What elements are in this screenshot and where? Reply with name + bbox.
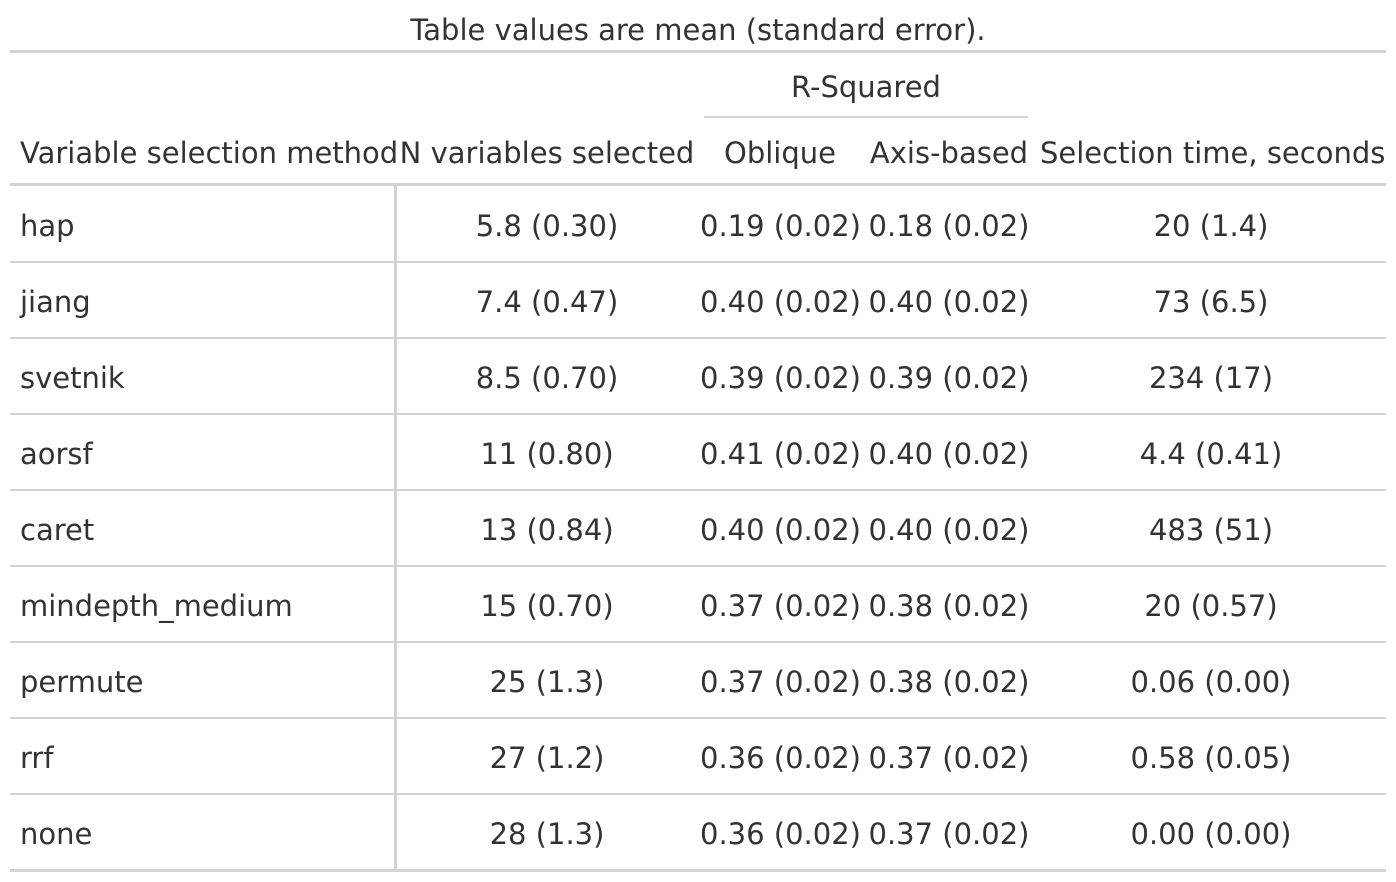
cell-selection-time: 0.00 (0.00) xyxy=(1130,817,1292,851)
header-axis-based: Axis-based xyxy=(869,136,1029,170)
cell-method: rrf xyxy=(20,741,54,775)
cell-n-vars: 11 (0.80) xyxy=(480,437,614,471)
stub-divider xyxy=(394,186,397,869)
spanner-label-r-squared: R-Squared xyxy=(791,70,941,104)
row-divider xyxy=(10,565,1386,567)
table-caption: Table values are mean (standard error). xyxy=(410,13,986,47)
cell-method: hap xyxy=(20,209,75,243)
cell-axis-based: 0.37 (0.02) xyxy=(868,741,1030,775)
cell-n-vars: 7.4 (0.47) xyxy=(475,285,619,319)
row-divider xyxy=(10,641,1386,643)
row-divider xyxy=(10,717,1386,719)
cell-method: none xyxy=(20,817,93,851)
cell-oblique: 0.36 (0.02) xyxy=(700,817,861,851)
cell-selection-time: 0.58 (0.05) xyxy=(1130,741,1292,775)
cell-method: caret xyxy=(20,513,95,547)
cell-axis-based: 0.40 (0.02) xyxy=(868,513,1030,547)
cell-n-vars: 8.5 (0.70) xyxy=(475,361,619,395)
cell-axis-based: 0.38 (0.02) xyxy=(868,589,1030,623)
bottom-rule xyxy=(10,869,1386,872)
cell-axis-based: 0.38 (0.02) xyxy=(868,665,1030,699)
cell-n-vars: 27 (1.2) xyxy=(489,741,605,775)
cell-oblique: 0.36 (0.02) xyxy=(700,741,861,775)
cell-method: permute xyxy=(20,665,144,699)
cell-n-vars: 28 (1.3) xyxy=(489,817,605,851)
cell-selection-time: 0.06 (0.00) xyxy=(1130,665,1292,699)
cell-axis-based: 0.39 (0.02) xyxy=(868,361,1030,395)
cell-axis-based: 0.40 (0.02) xyxy=(868,437,1030,471)
cell-selection-time: 4.4 (0.41) xyxy=(1139,437,1283,471)
cell-method: svetnik xyxy=(20,361,125,395)
cell-oblique: 0.19 (0.02) xyxy=(700,209,861,243)
cell-oblique: 0.37 (0.02) xyxy=(700,589,861,623)
cell-n-vars: 15 (0.70) xyxy=(480,589,614,623)
cell-method: aorsf xyxy=(20,437,93,471)
cell-axis-based: 0.18 (0.02) xyxy=(868,209,1030,243)
top-rule xyxy=(10,50,1386,53)
row-divider xyxy=(10,413,1386,415)
header-rule xyxy=(10,183,1386,186)
row-divider xyxy=(10,261,1386,263)
row-divider xyxy=(10,489,1386,491)
cell-oblique: 0.41 (0.02) xyxy=(700,437,861,471)
cell-selection-time: 20 (1.4) xyxy=(1153,209,1269,243)
cell-n-vars: 25 (1.3) xyxy=(489,665,605,699)
cell-axis-based: 0.40 (0.02) xyxy=(868,285,1030,319)
cell-axis-based: 0.37 (0.02) xyxy=(868,817,1030,851)
header-selection-time: Selection time, seconds xyxy=(1040,136,1386,170)
cell-method: mindepth_medium xyxy=(20,589,293,623)
row-divider xyxy=(10,337,1386,339)
cell-oblique: 0.39 (0.02) xyxy=(700,361,861,395)
cell-selection-time: 20 (0.57) xyxy=(1144,589,1278,623)
cell-n-vars: 5.8 (0.30) xyxy=(475,209,619,243)
header-n-vars: N variables selected xyxy=(399,136,695,170)
cell-oblique: 0.40 (0.02) xyxy=(700,285,861,319)
cell-oblique: 0.37 (0.02) xyxy=(700,665,861,699)
row-divider xyxy=(10,793,1386,795)
cell-selection-time: 234 (17) xyxy=(1148,361,1274,395)
cell-oblique: 0.40 (0.02) xyxy=(700,513,861,547)
cell-n-vars: 13 (0.84) xyxy=(480,513,614,547)
header-oblique: Oblique xyxy=(724,136,836,170)
cell-method: jiang xyxy=(20,285,91,319)
spanner-underline xyxy=(704,116,1028,118)
cell-selection-time: 73 (6.5) xyxy=(1153,285,1269,319)
cell-selection-time: 483 (51) xyxy=(1148,513,1274,547)
header-method: Variable selection method xyxy=(20,136,399,170)
